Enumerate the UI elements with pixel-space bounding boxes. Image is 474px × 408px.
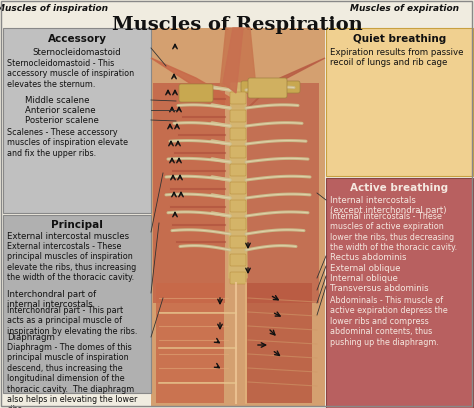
Text: Scalenes - These accessory
muscles of inspiration elevate
and fix the upper ribs: Scalenes - These accessory muscles of in… [7, 128, 128, 158]
FancyBboxPatch shape [230, 128, 246, 140]
FancyBboxPatch shape [230, 146, 246, 158]
Text: External intercostals - These
principal muscles of inspiration
elevate the ribs,: External intercostals - These principal … [7, 242, 136, 282]
Text: Quiet breathing: Quiet breathing [353, 34, 446, 44]
Polygon shape [151, 58, 248, 108]
Text: Anterior scalene: Anterior scalene [25, 106, 96, 115]
FancyBboxPatch shape [230, 236, 246, 248]
FancyBboxPatch shape [326, 28, 473, 176]
Text: Internal oblique: Internal oblique [330, 274, 398, 283]
Text: Internal intercostals
(except interchondral part): Internal intercostals (except interchond… [330, 196, 447, 215]
Polygon shape [220, 28, 256, 88]
Text: Sternocleidomastoid - This
accessory muscle of inspiration
elevates the sternum.: Sternocleidomastoid - This accessory mus… [7, 59, 134, 89]
FancyBboxPatch shape [247, 283, 312, 403]
Text: Abdominals - This muscle of
active expiration depress the
lower ribs and compres: Abdominals - This muscle of active expir… [330, 296, 448, 347]
Text: Accessory: Accessory [47, 34, 107, 44]
FancyBboxPatch shape [230, 182, 246, 194]
Text: Diaphragm: Diaphragm [7, 333, 55, 342]
Text: External intercostal muscles: External intercostal muscles [7, 232, 129, 241]
Text: Muscles of expiration: Muscles of expiration [350, 4, 459, 13]
Text: Rectus abdominis: Rectus abdominis [330, 253, 407, 262]
FancyBboxPatch shape [247, 83, 319, 303]
FancyBboxPatch shape [230, 254, 246, 266]
Polygon shape [248, 58, 325, 108]
Polygon shape [229, 83, 247, 278]
FancyBboxPatch shape [156, 283, 224, 403]
FancyBboxPatch shape [326, 178, 473, 408]
Text: Muscles of inspiration: Muscles of inspiration [0, 4, 108, 13]
FancyBboxPatch shape [230, 272, 246, 284]
FancyBboxPatch shape [3, 215, 151, 393]
FancyBboxPatch shape [179, 84, 213, 102]
FancyBboxPatch shape [230, 110, 246, 122]
FancyBboxPatch shape [230, 218, 246, 230]
FancyBboxPatch shape [151, 28, 325, 406]
FancyBboxPatch shape [230, 92, 246, 104]
Text: Expiration results from passive
recoil of lungs and rib cage: Expiration results from passive recoil o… [330, 48, 464, 67]
Text: Active breathing: Active breathing [350, 183, 448, 193]
FancyBboxPatch shape [248, 78, 287, 98]
Text: Diaphragm - The domes of this
principal muscle of inspiration
descend, thus incr: Diaphragm - The domes of this principal … [7, 343, 137, 408]
Text: Principal: Principal [51, 220, 103, 230]
Text: Posterior scalene: Posterior scalene [25, 116, 99, 125]
Text: Sternocleidomastoid: Sternocleidomastoid [33, 48, 121, 57]
Polygon shape [223, 28, 243, 93]
Text: Muscles of Respiration: Muscles of Respiration [111, 16, 363, 34]
Text: External oblique: External oblique [330, 264, 401, 273]
FancyBboxPatch shape [230, 164, 246, 176]
Text: Interchondral part of
internal intercostals: Interchondral part of internal intercost… [7, 290, 96, 309]
FancyBboxPatch shape [230, 200, 246, 212]
FancyBboxPatch shape [241, 81, 300, 93]
Text: Middle scalene: Middle scalene [25, 96, 90, 105]
Text: Interchondral part - This part
acts as a principal muscle of
inspiration by elev: Interchondral part - This part acts as a… [7, 306, 137, 336]
Text: Transversus abdominis: Transversus abdominis [330, 284, 428, 293]
Text: Internal intercostals - These
muscles of active expiration
lower the ribs, thus : Internal intercostals - These muscles of… [330, 212, 457, 252]
FancyBboxPatch shape [3, 28, 151, 213]
FancyBboxPatch shape [153, 83, 225, 303]
